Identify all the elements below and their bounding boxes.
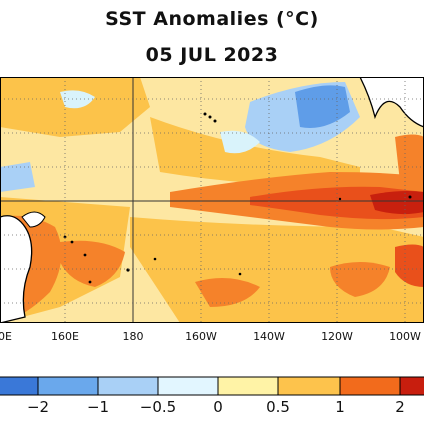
colorbar-tick-label: 1 bbox=[335, 398, 345, 416]
colorbar-bin bbox=[38, 377, 98, 395]
cool-patch bbox=[220, 130, 260, 154]
cool-patch-northwest bbox=[60, 90, 95, 109]
colorbar-tick-label: 0.5 bbox=[266, 398, 290, 416]
cold-region-northeast bbox=[295, 85, 350, 128]
warm-patch-south-central bbox=[60, 240, 125, 287]
land-new-guinea bbox=[21, 211, 46, 228]
colorbar-bin bbox=[98, 377, 158, 395]
colorbar-bin bbox=[158, 377, 218, 395]
colorbar-bin bbox=[278, 377, 340, 395]
colorbar-tick-label: −1 bbox=[86, 398, 110, 416]
colorbar-tick-label: −0.5 bbox=[139, 398, 177, 416]
warm-patch-southeast bbox=[330, 262, 390, 297]
colorbar-bin bbox=[218, 377, 278, 395]
colorbar-bin bbox=[0, 377, 38, 395]
warm-region-north-central bbox=[150, 117, 360, 187]
warm-patch-south bbox=[195, 278, 260, 307]
land-central-america bbox=[359, 77, 424, 128]
colorbar-tick-label: −2 bbox=[26, 398, 50, 416]
colorbar bbox=[0, 376, 424, 396]
colorbar-bin bbox=[340, 377, 400, 395]
x-tick-label: 120W bbox=[321, 330, 353, 343]
warm-coast-east bbox=[395, 134, 424, 187]
cool-patch-west bbox=[0, 162, 35, 192]
x-tick-label: 140W bbox=[253, 330, 285, 343]
colorbar-dividers bbox=[37, 377, 401, 395]
x-tick-label: 160E bbox=[51, 330, 79, 343]
colorbar-bin bbox=[400, 377, 424, 395]
map-title: SST Anomalies (°C) bbox=[105, 8, 319, 30]
land-australia bbox=[0, 215, 33, 323]
x-tick-label: 160W bbox=[185, 330, 217, 343]
dotted-gridlines bbox=[0, 77, 424, 323]
x-tick-label: 100W bbox=[389, 330, 421, 343]
map-date: 05 JUL 2023 bbox=[145, 44, 279, 66]
hottest-core bbox=[370, 191, 424, 215]
colorbar-tick-label: 0 bbox=[213, 398, 223, 416]
x-tick-label: 180 bbox=[122, 330, 144, 343]
warm-region-south bbox=[130, 217, 424, 323]
sst-anomaly-map bbox=[0, 77, 424, 323]
warm-patch-far-east bbox=[395, 244, 424, 287]
x-tick-label: 0E bbox=[0, 330, 12, 343]
colorbar-tick-label: 2 bbox=[395, 398, 405, 416]
